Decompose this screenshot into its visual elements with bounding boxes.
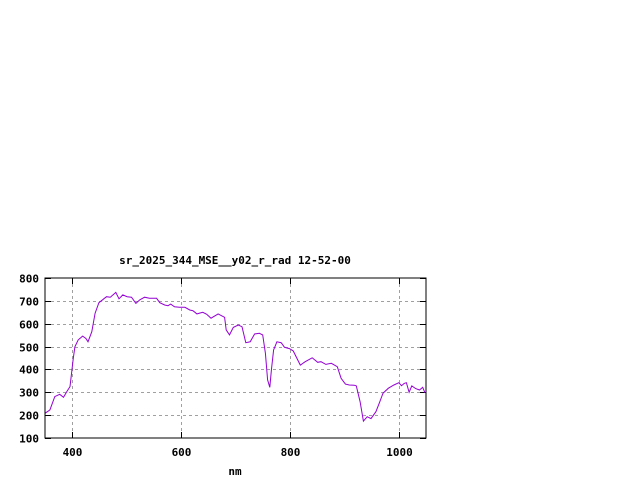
grid-lines: [45, 278, 426, 438]
chart-title: sr_2025_344_MSE__y02_r_rad 12-52-00: [119, 254, 351, 267]
x-tick-label: 600: [172, 446, 192, 459]
x-tick-label: 800: [281, 446, 301, 459]
y-tick-label: 600: [19, 319, 39, 332]
x-axis-label: nm: [228, 465, 242, 478]
plot-frame: [44, 277, 427, 439]
series-line: [44, 291, 426, 423]
y-tick-label: 300: [19, 387, 39, 400]
x-tick-label: 400: [63, 446, 83, 459]
y-tick-label: 800: [19, 273, 39, 286]
y-tick-label: 200: [19, 410, 39, 423]
axis-ticks: [45, 278, 426, 439]
y-tick-label: 400: [19, 364, 39, 377]
y-tick-label: 700: [19, 296, 39, 309]
x-tick-label: 1000: [386, 446, 413, 459]
tick-labels: 400 600 800 1000 100 200 300 400 500 600 700 800: [19, 273, 413, 460]
y-tick-label: 500: [19, 342, 39, 355]
y-tick-label: 100: [19, 433, 39, 446]
